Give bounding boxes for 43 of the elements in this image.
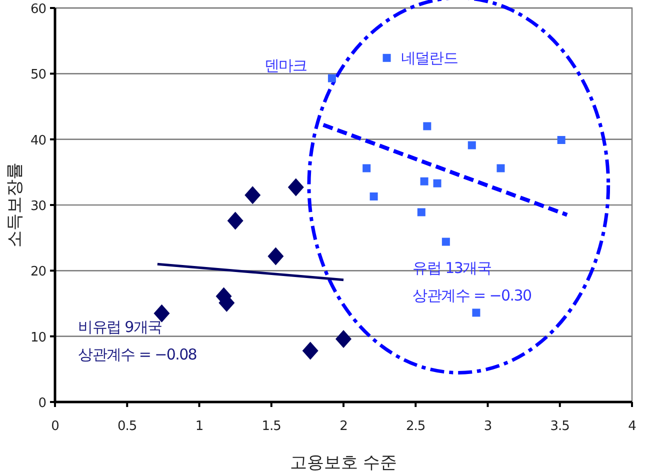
annotation: 네덜란드 [400,48,458,67]
point [417,208,426,216]
point [302,342,318,360]
y-tick-label: 30 [30,199,46,214]
point [288,178,304,196]
point [328,74,336,82]
x-tick-label: 1 [195,419,204,434]
point [472,308,480,317]
point [336,330,352,348]
x-tick-label: 4 [628,419,636,434]
point [370,192,378,200]
y-axis-title: 소득보장률 [5,162,25,248]
point [496,164,505,172]
point [433,179,442,188]
y-tick-label: 60 [30,2,46,17]
x-tick-label: 0 [51,419,60,434]
x-tick-label: 3 [484,419,492,434]
y-tick-label: 50 [30,68,46,83]
y-tick-label: 0 [38,396,46,411]
annotation: 상관계수 = −0.08 [78,346,197,364]
x-tick-label: 1.5 [262,419,282,434]
x-tick-label: 3.5 [550,419,570,434]
point [244,186,261,204]
point [362,164,371,172]
y-tick-label: 40 [30,133,46,148]
point [468,141,476,150]
point [268,247,284,266]
x-axis-title: 고용보호 수준 [290,453,398,473]
point [442,238,450,246]
annotation: 상관계수 = −0.30 [412,286,532,305]
point [557,136,566,144]
y-tick-label: 20 [30,264,46,280]
point [423,122,432,130]
point [227,212,244,230]
x-tick-label: 2.5 [406,419,426,434]
point [420,177,428,186]
x-tick-label: 0.5 [118,419,137,434]
x-tick-label: 2 [340,419,348,434]
point [154,304,170,322]
y-tick-label: 10 [30,330,46,346]
annotation: 덴마크 [264,56,307,74]
annotation: 비유럽 9개국 [78,318,162,336]
point [382,54,391,62]
